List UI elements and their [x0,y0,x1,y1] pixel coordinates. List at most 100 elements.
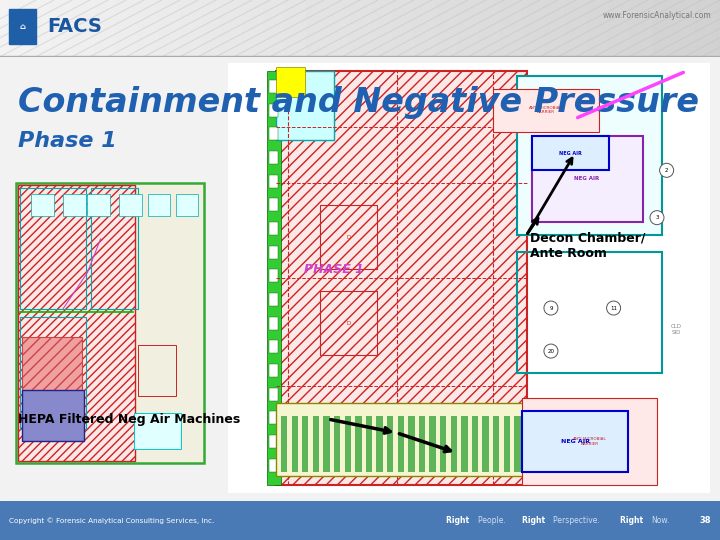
Bar [269,293,278,306]
Bar [269,104,278,117]
Bar [87,194,110,217]
Bar [276,71,527,484]
Text: NEG AIR: NEG AIR [575,177,600,181]
Bar [522,399,657,484]
Text: Now.: Now. [652,516,670,525]
Text: ANTI-MICROBIAL
BARRIER: ANTI-MICROBIAL BARRIER [572,437,606,446]
Bar [22,390,84,441]
Text: CLD
SID: CLD SID [671,324,682,335]
Circle shape [606,301,621,315]
Bar [269,388,278,401]
Text: Phase 1: Phase 1 [18,131,117,151]
Text: NEG AIR: NEG AIR [561,439,590,444]
Bar [514,416,521,471]
Bar [19,188,86,309]
Bar [320,291,377,355]
Text: People.: People. [477,516,513,525]
Bar [493,416,500,471]
Bar [320,205,377,269]
Bar [269,222,278,235]
Text: 38: 38 [700,516,711,525]
Bar [269,269,278,282]
Bar [504,416,510,471]
Bar [276,67,305,97]
Bar [269,198,278,211]
Bar [176,194,198,217]
Bar [419,416,425,471]
Bar [472,416,478,471]
Circle shape [544,301,558,315]
Circle shape [544,344,558,358]
Bar [63,194,86,217]
Bar [397,416,404,471]
Text: D: D [346,321,351,326]
Bar [302,416,308,471]
Bar [31,194,53,217]
Bar [440,416,446,471]
Bar [366,416,372,471]
Bar [91,188,138,309]
Bar [408,416,415,471]
Bar [525,416,531,471]
Bar [462,416,467,471]
Bar [517,76,662,235]
Bar [228,63,710,493]
Bar [148,194,170,217]
Text: NEG AIR: NEG AIR [559,151,582,156]
Bar [276,403,541,476]
Text: 9: 9 [549,306,553,310]
Bar [22,337,82,427]
Text: HEPA Filtered Neg Air Machines: HEPA Filtered Neg Air Machines [18,413,240,426]
Bar [355,416,361,471]
Bar [482,416,489,471]
Bar [19,318,86,429]
Text: 20: 20 [547,349,554,354]
Text: PHASE 1: PHASE 1 [304,263,364,276]
Circle shape [650,211,664,225]
Text: ⌂: ⌂ [19,22,25,31]
Bar [387,416,393,471]
Bar [269,316,278,329]
Bar [266,71,281,484]
Text: ANTI-MICROBIAL
BARRIER: ANTI-MICROBIAL BARRIER [529,106,563,114]
Bar [16,183,204,463]
Text: Copyright © Forensic Analytical Consulting Services, Inc.: Copyright © Forensic Analytical Consulti… [9,517,214,524]
Bar [517,252,662,373]
Text: Right: Right [620,516,646,525]
Bar [269,80,278,93]
Bar [269,340,278,353]
Bar [9,9,36,44]
Bar [334,416,341,471]
Text: Containment and Negative Pressure: Containment and Negative Pressure [18,86,699,119]
Bar [292,416,298,471]
Bar [377,416,383,471]
Text: Right: Right [446,516,472,525]
Bar [429,416,436,471]
Bar [451,416,457,471]
Bar [269,364,278,377]
Circle shape [660,163,674,177]
Text: Perspective.: Perspective. [553,516,607,525]
Text: FACS: FACS [47,17,102,36]
Bar [531,136,609,170]
Bar [269,127,278,140]
Bar [522,411,628,471]
Bar [269,151,278,164]
Bar [120,194,142,217]
Text: Right: Right [522,516,548,525]
Bar [345,416,351,471]
Bar [269,411,278,424]
Bar [269,435,278,448]
Bar [269,458,278,471]
Bar [531,136,642,222]
Text: 3: 3 [655,215,659,220]
Bar [281,416,287,471]
Bar [138,346,176,396]
Bar [18,185,135,461]
Bar [269,174,278,187]
Bar [323,416,330,471]
Bar [276,71,334,140]
Text: D: D [346,234,351,240]
Bar [493,89,599,132]
Text: 2: 2 [665,168,668,173]
